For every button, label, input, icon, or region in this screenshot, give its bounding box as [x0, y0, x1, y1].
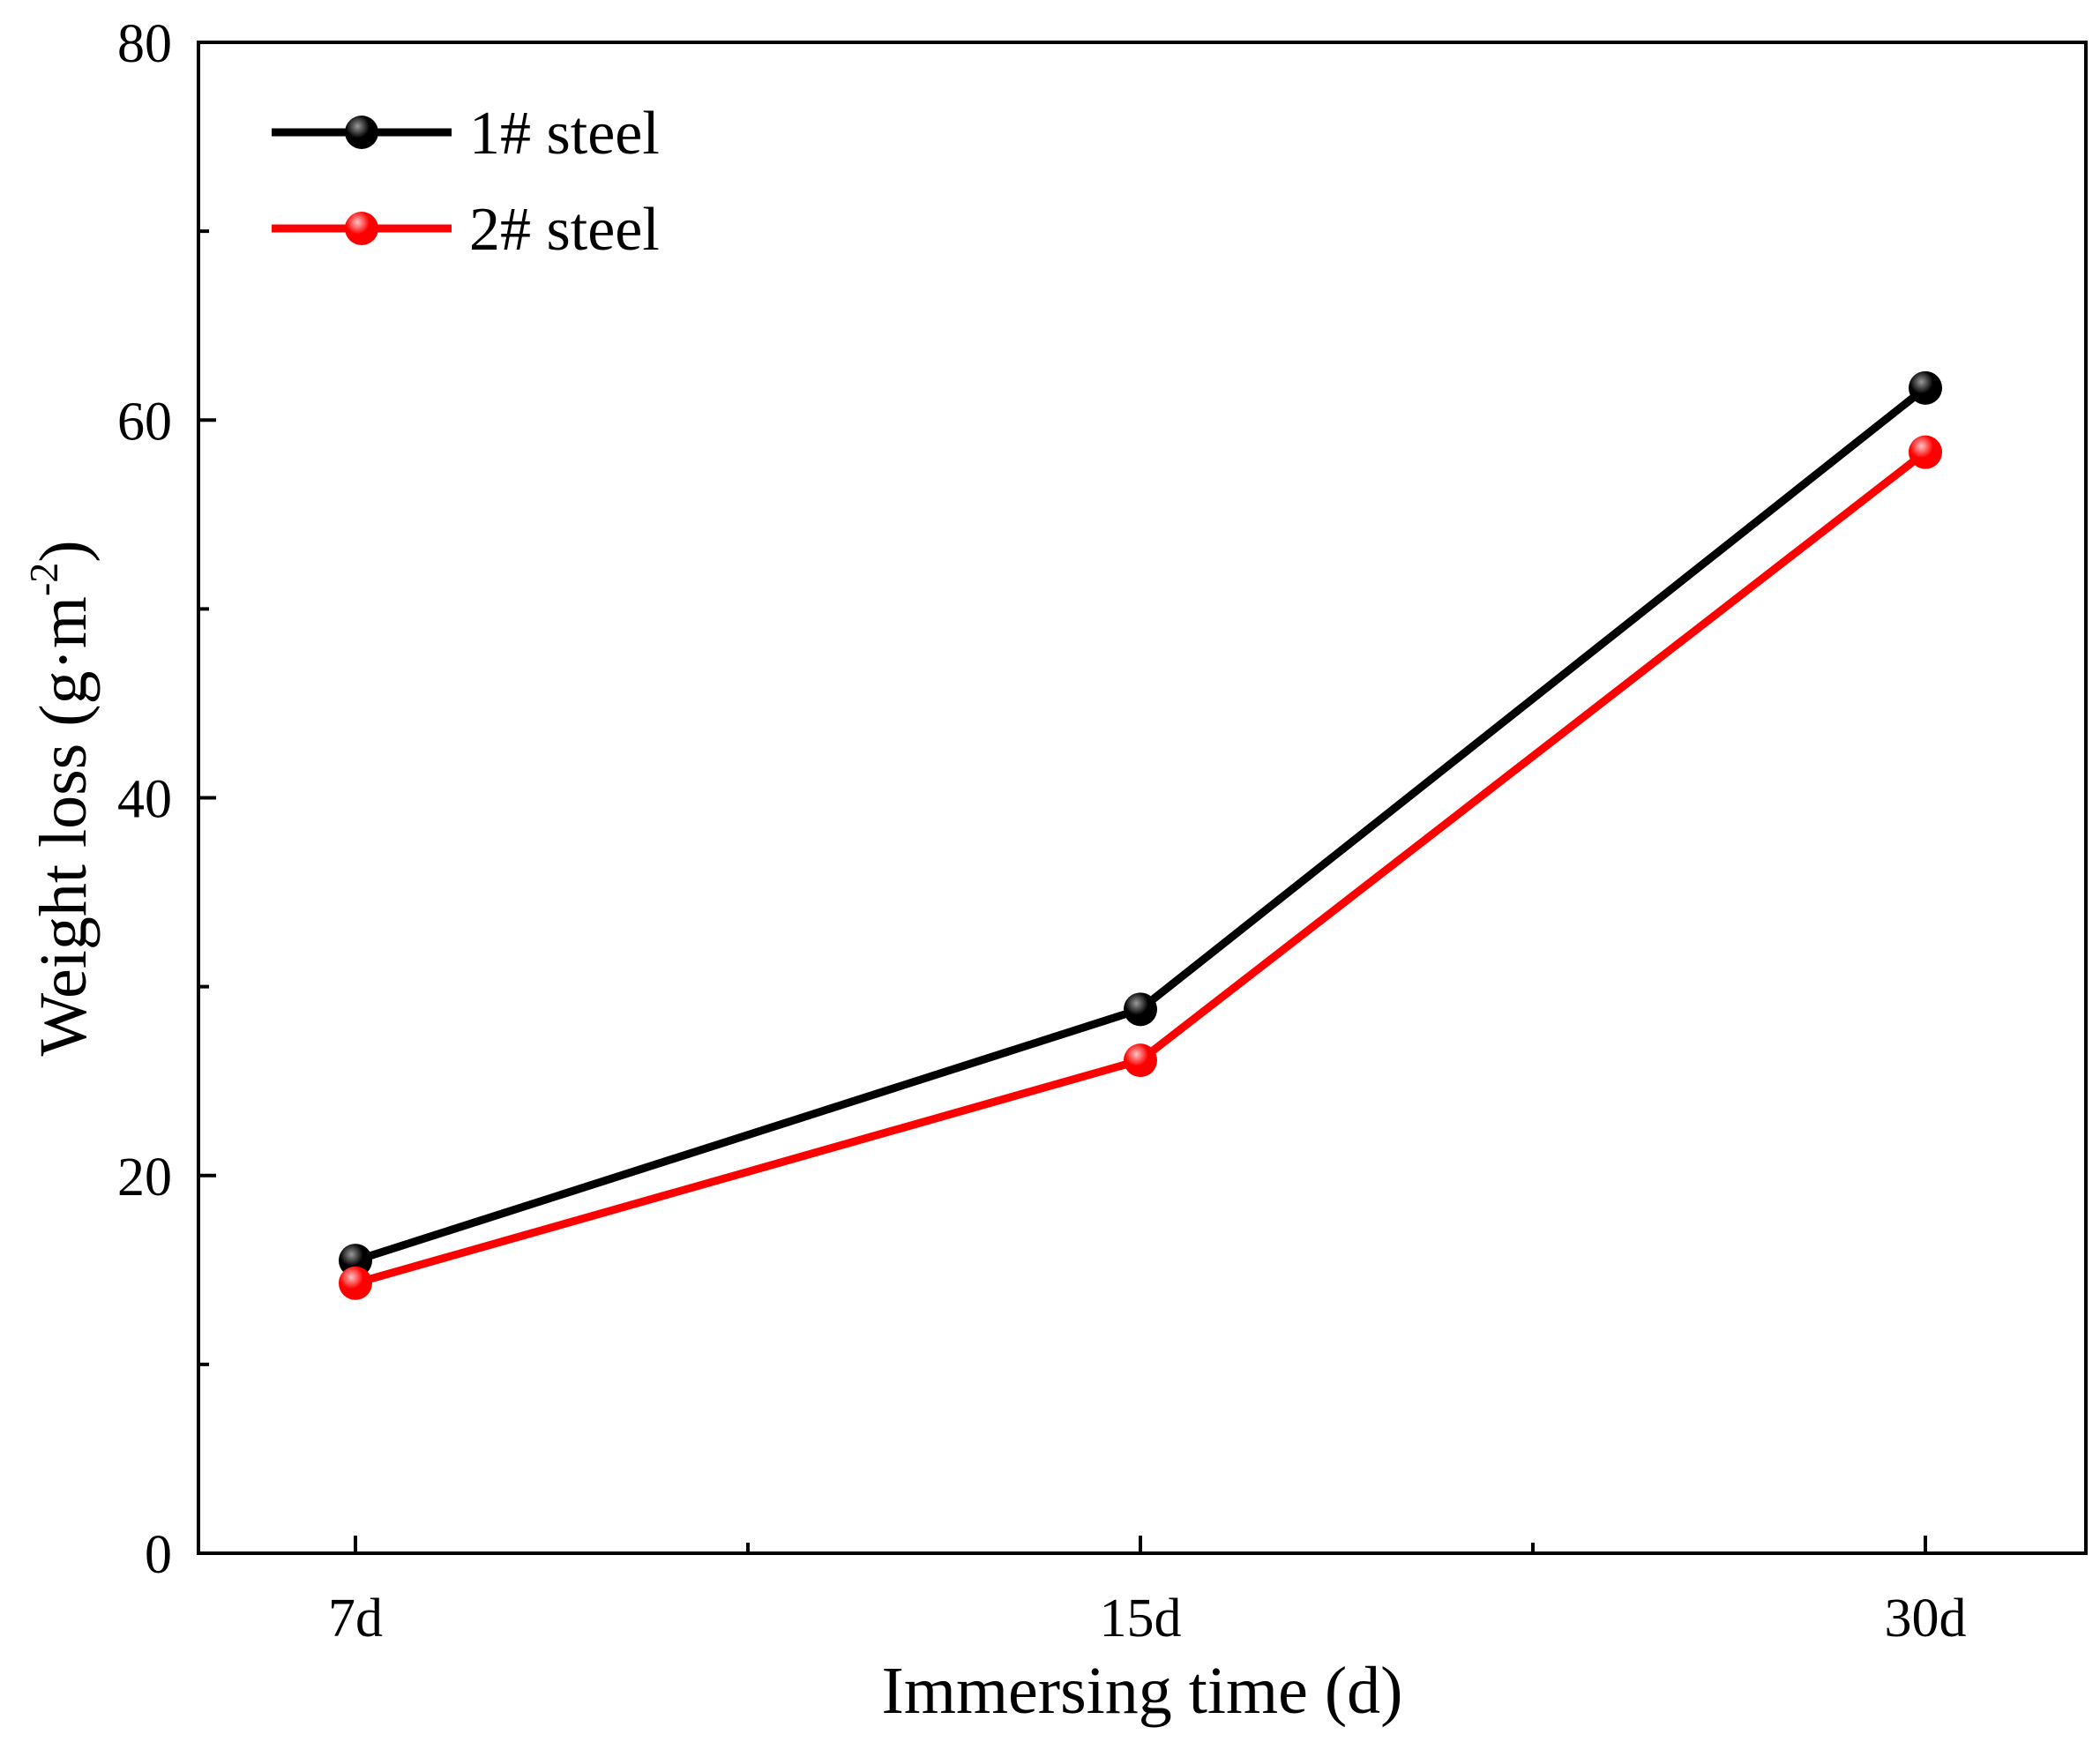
legend: 1# steel 2# steel: [272, 100, 660, 264]
legend-label-2-steel: 2# steel: [469, 196, 660, 264]
y-axis: 0 20 40 60 80: [117, 14, 216, 1585]
y-tick-label-40: 40: [117, 770, 172, 830]
x-tick-label-15d: 15d: [1100, 1589, 1182, 1649]
y-axis-title-exponent: -2: [21, 563, 66, 596]
legend-label-1-steel: 1# steel: [469, 100, 660, 168]
data-point-1-steel-30d: [1909, 370, 1942, 405]
legend-item-2-steel: 2# steel: [272, 196, 660, 264]
data-point-2-steel-15d: [1124, 1043, 1157, 1078]
y-tick-label-20: 20: [117, 1148, 172, 1207]
y-axis-title: Weight loss (g·m-2): [21, 540, 101, 1056]
x-axis-title: Immersing time (d): [882, 1654, 1403, 1728]
x-tick-label-30d: 30d: [1885, 1589, 1967, 1649]
data-point-2-steel-7d: [339, 1266, 372, 1300]
legend-swatch-marker-2-steel: [345, 212, 378, 245]
series-layer: [339, 370, 1942, 1300]
series-2-steel: [339, 435, 1942, 1300]
x-tick-label-7d: 7d: [328, 1589, 383, 1649]
y-tick-label-0: 0: [145, 1525, 172, 1585]
legend-item-1-steel: 1# steel: [272, 100, 660, 168]
data-point-2-steel-30d: [1909, 435, 1942, 469]
plot-frame: [197, 41, 2088, 1555]
data-point-1-steel-15d: [1124, 992, 1157, 1027]
series-line-1-steel: [354, 385, 1928, 1265]
y-axis-title-close: ): [26, 540, 101, 562]
legend-swatch-marker-1-steel: [345, 116, 378, 149]
series-1-steel: [339, 370, 1942, 1278]
y-tick-label-60: 60: [117, 392, 172, 452]
y-tick-label-80: 80: [117, 14, 172, 74]
y-axis-title-main: Weight loss (g·m: [26, 596, 101, 1057]
x-axis: 7d 15d 30d: [328, 1536, 1967, 1649]
